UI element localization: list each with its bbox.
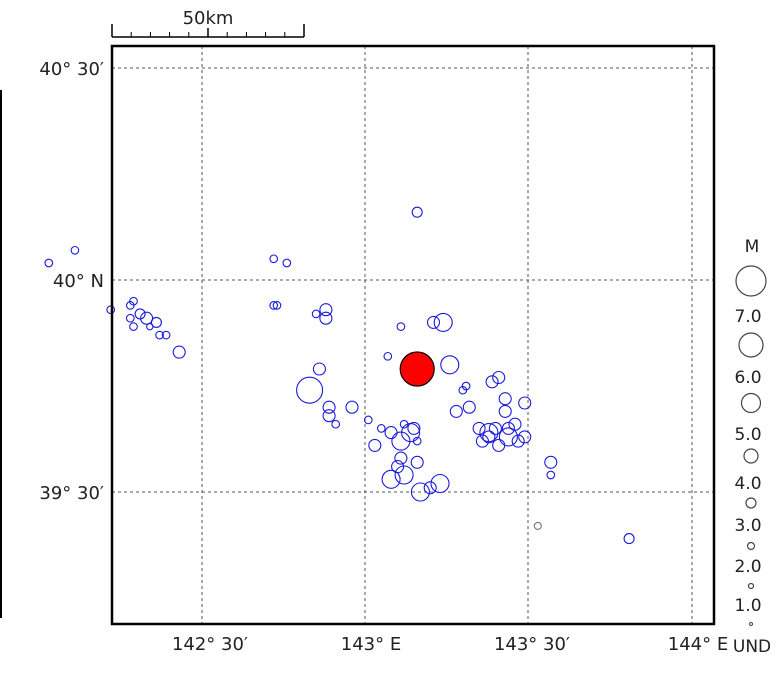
event-marker <box>125 313 135 323</box>
event-marker <box>319 303 333 317</box>
event-marker <box>269 254 279 264</box>
event-marker <box>440 355 460 375</box>
event-marker <box>485 375 499 389</box>
event-marker <box>511 434 525 448</box>
event-marker <box>391 431 411 451</box>
lon-label-142-30: 142° 30′ <box>172 634 248 655</box>
event-marker <box>363 415 373 425</box>
event-marker <box>319 311 333 325</box>
event-marker <box>383 351 393 361</box>
event-marker <box>172 345 186 359</box>
event-marker <box>272 301 282 310</box>
event-marker <box>430 473 450 494</box>
event-marker <box>475 434 489 448</box>
lon-label-143: 143° E <box>341 634 401 655</box>
event-marker <box>106 305 116 315</box>
event-marker <box>482 430 496 444</box>
event-marker <box>492 370 506 385</box>
legend-symbol-4 <box>743 448 759 464</box>
legend-label-6: 6.0 <box>734 368 761 388</box>
event-marker <box>282 258 292 268</box>
event-marker <box>410 455 424 469</box>
event-marker <box>407 421 421 435</box>
event-marker <box>322 409 336 423</box>
earthquake-events <box>44 206 635 545</box>
event-marker <box>488 421 502 435</box>
event-marker <box>396 322 406 331</box>
legend-symbol-6 <box>738 332 764 358</box>
event-marker <box>423 481 437 495</box>
event-marker <box>345 400 359 414</box>
event-marker <box>376 424 386 433</box>
event-marker <box>498 427 518 447</box>
event-marker <box>312 362 326 376</box>
event-marker <box>44 258 54 268</box>
event-marker <box>546 470 556 480</box>
event-marker <box>449 404 463 418</box>
event-marker <box>501 421 515 435</box>
event-marker <box>322 400 336 414</box>
event-marker <box>381 469 401 489</box>
event-marker <box>544 455 558 469</box>
event-marker <box>129 322 138 331</box>
event-marker <box>462 400 476 414</box>
event-marker <box>411 206 423 218</box>
event-marker <box>461 381 471 391</box>
event-marker <box>368 438 382 452</box>
legend-symbol-5 <box>740 392 762 414</box>
event-marker <box>331 419 341 429</box>
event-marker <box>433 312 453 332</box>
event-marker <box>518 430 532 444</box>
scale-bar: 50km <box>111 8 305 38</box>
event-marker <box>70 245 80 255</box>
event-marker <box>518 396 532 410</box>
legend-label-1: 1.0 <box>734 596 761 616</box>
legend-label-4: 4.0 <box>734 474 761 494</box>
event-marker <box>410 482 430 502</box>
legend-title: M <box>745 237 760 257</box>
event-marker <box>150 316 162 328</box>
event-marker <box>498 404 512 418</box>
legend-symbol-3 <box>745 497 757 509</box>
event-marker <box>391 460 405 474</box>
legend-label-und: UND <box>733 637 771 657</box>
event-marker <box>623 533 635 545</box>
legend-label-7: 7.0 <box>734 307 761 327</box>
legend-label-5: 5.0 <box>734 425 761 445</box>
event-marker <box>311 309 321 319</box>
lat-label-39-30: 39° 30′ <box>39 483 104 504</box>
event-marker <box>472 421 486 435</box>
lat-label-40: 40° N <box>53 271 104 292</box>
magnitude-legend: M 7.0 6.0 5.0 4.0 3.0 2.0 1.0 UND <box>733 237 771 657</box>
graticule <box>112 46 714 624</box>
scale-bar-label: 50km <box>183 8 234 29</box>
legend-symbol-1 <box>747 582 755 590</box>
legend-label-2: 2.0 <box>734 557 761 577</box>
event-marker <box>498 392 512 406</box>
lat-label-40-30: 40° 30′ <box>39 59 104 80</box>
legend-symbol-und <box>749 622 753 626</box>
event-marker <box>296 376 324 404</box>
mainshock-marker <box>399 351 435 387</box>
legend-symbol-7 <box>735 265 767 297</box>
legend-symbol-2 <box>746 541 756 551</box>
event-marker <box>129 296 138 306</box>
map-frame <box>110 44 716 626</box>
event-marker <box>161 330 171 340</box>
event-marker <box>412 436 422 446</box>
legend-label-3: 3.0 <box>734 516 761 536</box>
event-marker <box>140 311 154 325</box>
event-marker <box>394 451 408 465</box>
event-marker <box>146 322 154 331</box>
event-marker <box>533 521 542 530</box>
event-marker <box>269 301 279 310</box>
event-marker <box>155 330 164 340</box>
lon-label-144: 144° E <box>668 634 728 655</box>
lon-label-143-30: 143° 30′ <box>494 634 570 655</box>
event-marker <box>426 315 441 329</box>
